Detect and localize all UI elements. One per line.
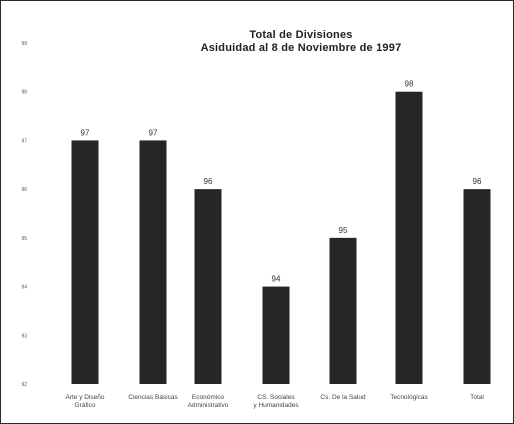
category-label: Cs. De la Salud — [320, 394, 366, 401]
y-tick-label: 99 — [21, 41, 27, 47]
y-tick-label: 98 — [21, 90, 27, 96]
y-tick-label: 97 — [21, 138, 27, 144]
category-label: Total — [470, 394, 484, 401]
bar-4 — [262, 286, 290, 384]
y-tick-label: 94 — [21, 285, 27, 291]
y-tick-label: 92 — [21, 382, 27, 388]
y-tick-label: 95 — [21, 236, 27, 242]
data-label: 96 — [473, 177, 482, 186]
bar-7 — [463, 189, 491, 384]
data-label: 97 — [81, 128, 90, 137]
y-tick-label: 93 — [21, 333, 27, 339]
data-label: 94 — [272, 275, 281, 284]
data-label: 95 — [339, 226, 348, 235]
chart-subtitle: Asiduidad al 8 de Noviembre de 1997 — [200, 42, 402, 54]
category-label: Tecnológicas — [390, 394, 428, 401]
bar-2 — [139, 140, 167, 384]
data-label: 98 — [405, 80, 414, 89]
data-label: 96 — [204, 177, 213, 186]
y-tick-label: 96 — [21, 187, 27, 193]
title-block: Total de Divisiones Asiduidad al 8 de No… — [111, 29, 491, 54]
bar-1 — [71, 140, 99, 384]
category-label: Ciencias Básicas — [128, 394, 178, 401]
bar-6 — [395, 91, 423, 384]
bar-5 — [329, 237, 357, 384]
category-label: CS. Sociales y Humanidades — [253, 394, 299, 409]
bar-3 — [194, 189, 222, 384]
category-label: Arte y Diseño Gráfico — [65, 394, 104, 409]
category-label: Económico Administrativo — [188, 394, 229, 409]
chart-title: Total de Divisiones — [249, 29, 353, 41]
data-label: 97 — [149, 128, 158, 137]
